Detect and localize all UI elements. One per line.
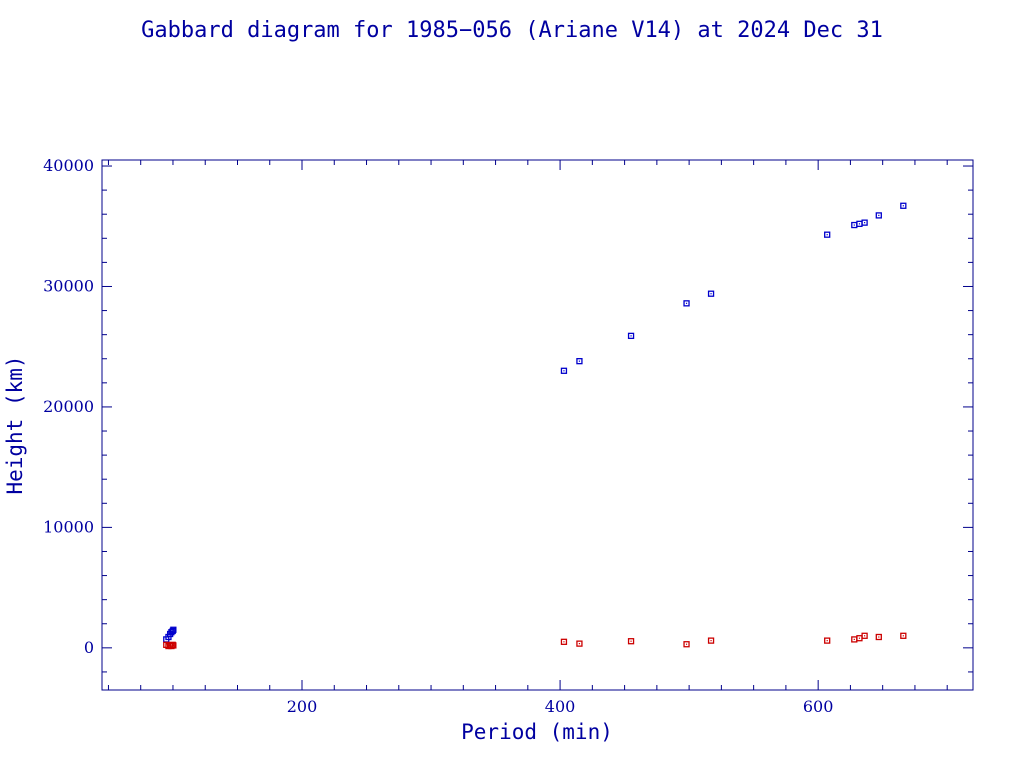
perigee-point bbox=[875, 633, 882, 641]
apogee-point bbox=[861, 219, 868, 226]
x-tick-label: 200 bbox=[287, 697, 318, 716]
perigee-point bbox=[861, 632, 868, 639]
perigee-point bbox=[900, 632, 907, 639]
perigee-point bbox=[170, 642, 177, 649]
perigee-point bbox=[851, 636, 858, 643]
apogee-point bbox=[627, 332, 635, 340]
apogee-point bbox=[707, 290, 715, 297]
perigee-point bbox=[576, 640, 583, 647]
perigee-point bbox=[627, 638, 635, 645]
y-axis-ticks bbox=[102, 165, 973, 673]
y-tick-label: 20000 bbox=[43, 397, 94, 416]
apogee-point bbox=[900, 202, 907, 209]
perigee-point bbox=[856, 635, 863, 642]
apogee-point bbox=[560, 367, 568, 374]
apogee-point bbox=[851, 221, 858, 229]
y-tick-label: 0 bbox=[84, 638, 94, 657]
perigee-point bbox=[707, 637, 715, 644]
x-axis-ticks bbox=[107, 160, 948, 690]
x-tick-label: 400 bbox=[545, 697, 576, 716]
apogee-point bbox=[683, 300, 690, 307]
plot-frame bbox=[101, 159, 974, 691]
apogee-point bbox=[576, 358, 583, 365]
y-tick-label: 30000 bbox=[43, 276, 94, 295]
apogee-point bbox=[824, 231, 831, 238]
chart-title: Gabbard diagram for 1985−056 (Ariane V14… bbox=[141, 18, 883, 43]
perigee-point bbox=[683, 641, 690, 648]
data-points bbox=[163, 202, 907, 650]
x-axis-tick-labels: 200 400 600 bbox=[287, 697, 834, 716]
apogee-point bbox=[875, 212, 882, 219]
perigee-point bbox=[560, 638, 568, 645]
y-tick-label: 10000 bbox=[43, 517, 94, 536]
y-axis-label: Height (km) bbox=[3, 355, 27, 494]
y-axis-tick-labels: 0 10000 20000 30000 40000 bbox=[43, 156, 94, 657]
perigee-point bbox=[824, 637, 831, 644]
apogee-point bbox=[856, 220, 863, 227]
apogee-point bbox=[170, 626, 177, 633]
x-tick-label: 600 bbox=[803, 697, 834, 716]
x-axis-label: Period (min) bbox=[461, 720, 613, 744]
y-tick-label: 40000 bbox=[43, 156, 94, 175]
